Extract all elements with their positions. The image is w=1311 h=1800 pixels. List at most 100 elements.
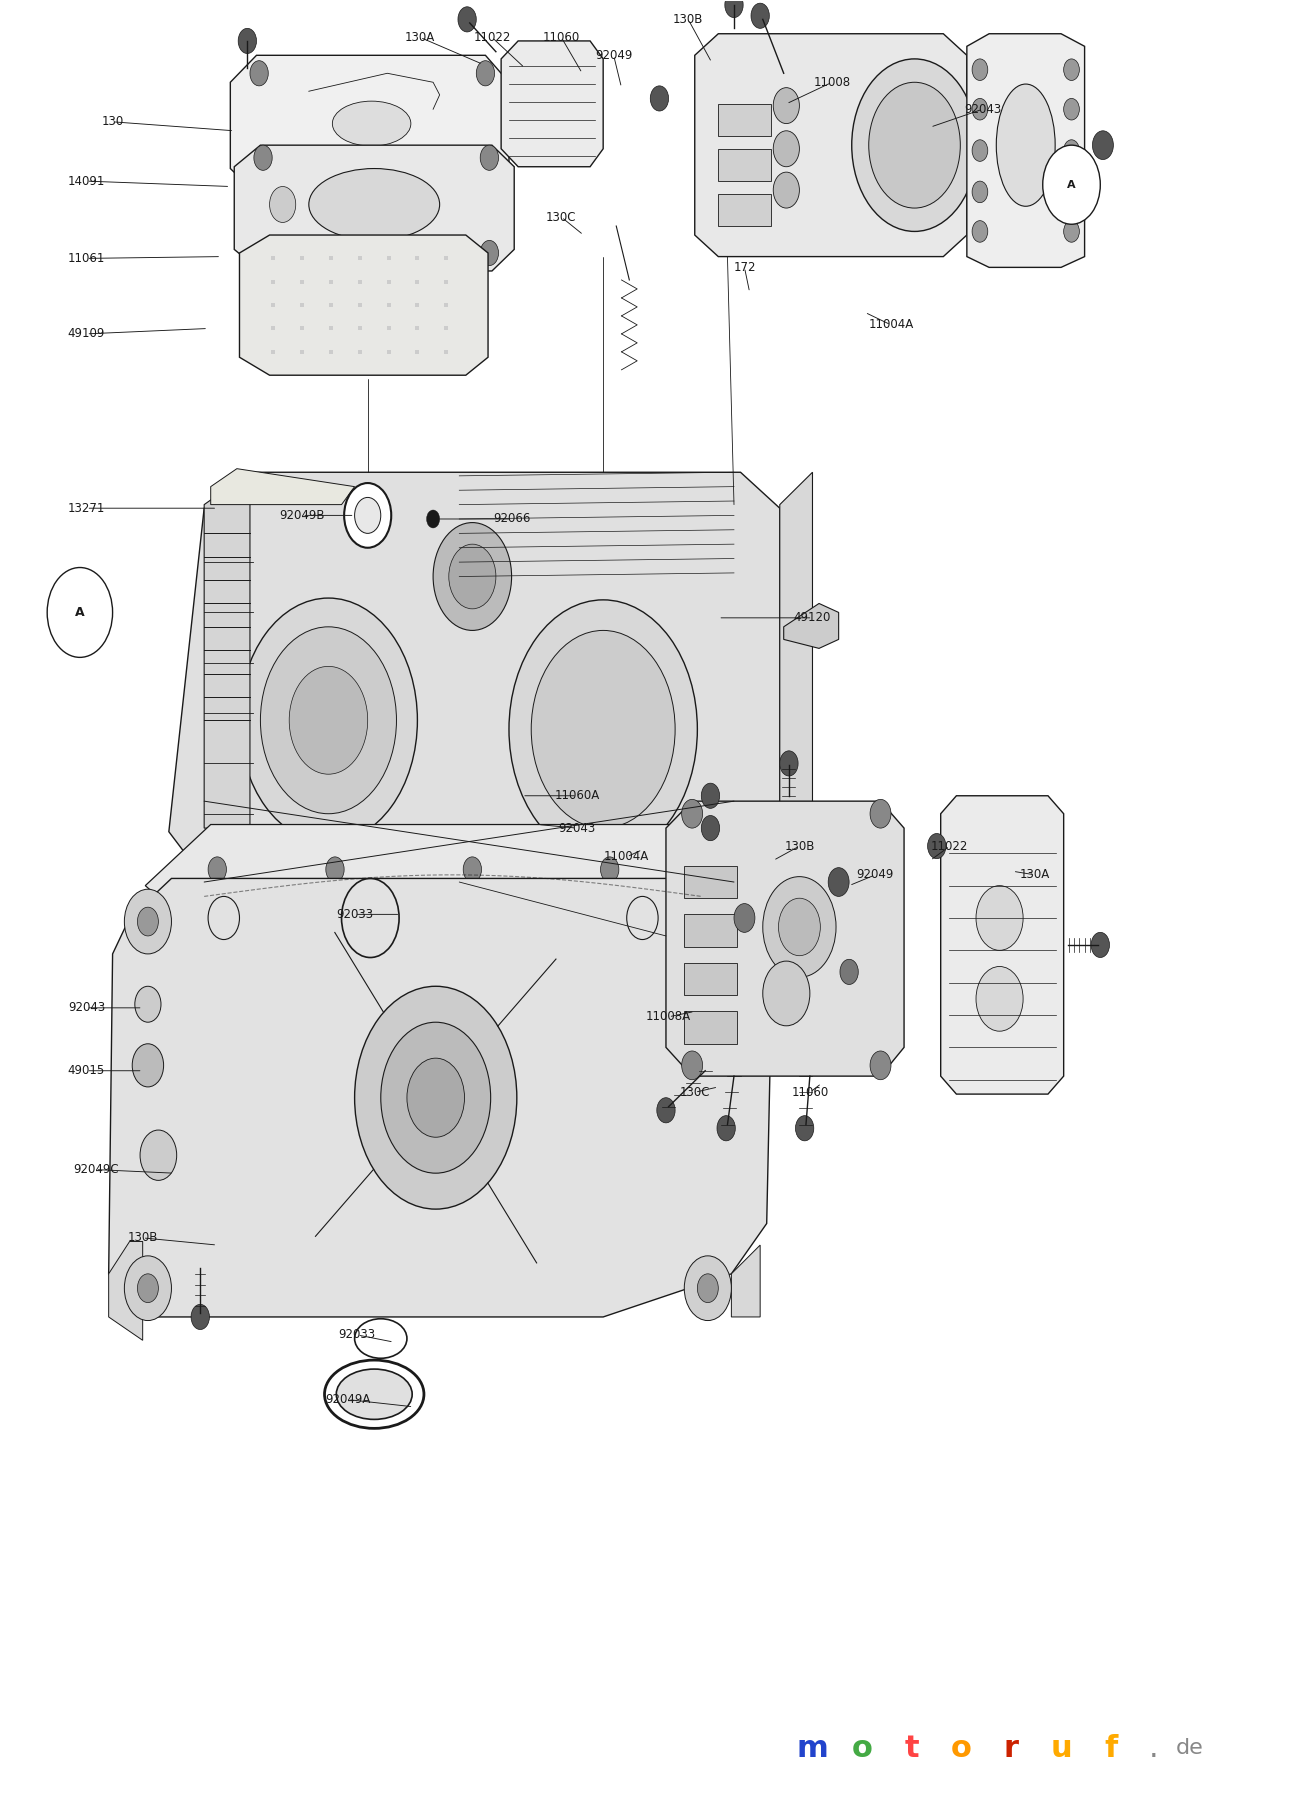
Circle shape	[725, 857, 743, 882]
Circle shape	[290, 666, 367, 774]
Polygon shape	[718, 104, 771, 137]
Circle shape	[380, 1022, 490, 1174]
Text: m: m	[797, 1733, 829, 1762]
Circle shape	[773, 88, 800, 124]
Circle shape	[261, 626, 396, 814]
Circle shape	[140, 1130, 177, 1181]
Polygon shape	[109, 878, 773, 1318]
Circle shape	[751, 4, 770, 29]
Text: 11022: 11022	[473, 31, 511, 43]
Text: 130B: 130B	[784, 839, 814, 853]
Text: o: o	[852, 1733, 873, 1762]
Polygon shape	[684, 1012, 737, 1044]
Circle shape	[871, 1051, 891, 1080]
Circle shape	[780, 751, 798, 776]
Circle shape	[725, 0, 743, 18]
Circle shape	[476, 155, 494, 180]
Text: 92043: 92043	[964, 103, 1002, 115]
Text: A: A	[75, 607, 85, 619]
Ellipse shape	[333, 101, 410, 146]
Circle shape	[135, 986, 161, 1022]
Text: 11060: 11060	[792, 1085, 829, 1098]
Text: 172: 172	[733, 261, 755, 274]
Circle shape	[840, 959, 859, 985]
Polygon shape	[684, 866, 737, 898]
Circle shape	[125, 889, 172, 954]
Circle shape	[1063, 99, 1079, 121]
Text: 92049B: 92049B	[279, 509, 325, 522]
Text: 11004A: 11004A	[868, 319, 914, 331]
Text: de: de	[1176, 1739, 1203, 1759]
Text: 11060A: 11060A	[555, 788, 599, 803]
Text: 92033: 92033	[336, 907, 374, 922]
Text: 130A: 130A	[1020, 868, 1050, 882]
Circle shape	[138, 907, 159, 936]
Circle shape	[1063, 59, 1079, 81]
Circle shape	[684, 1256, 732, 1321]
Polygon shape	[732, 1246, 760, 1318]
Circle shape	[480, 146, 498, 171]
Polygon shape	[666, 801, 905, 1076]
Circle shape	[191, 1305, 210, 1330]
Text: 130A: 130A	[405, 31, 435, 43]
Circle shape	[345, 482, 391, 547]
Text: o: o	[952, 1733, 971, 1762]
Circle shape	[1042, 146, 1100, 225]
Polygon shape	[780, 472, 813, 909]
Text: 92043: 92043	[558, 821, 595, 835]
Circle shape	[697, 1274, 718, 1303]
Polygon shape	[684, 914, 737, 947]
Circle shape	[326, 857, 345, 882]
Text: t: t	[905, 1733, 919, 1762]
Text: 49120: 49120	[793, 612, 831, 625]
Circle shape	[1063, 182, 1079, 203]
Text: 11061: 11061	[68, 252, 105, 265]
Circle shape	[829, 868, 850, 896]
Circle shape	[975, 967, 1023, 1031]
Circle shape	[682, 799, 703, 828]
Circle shape	[250, 61, 269, 86]
Polygon shape	[966, 34, 1084, 268]
Text: r: r	[1004, 1733, 1019, 1762]
Circle shape	[779, 898, 821, 956]
Circle shape	[869, 83, 961, 209]
Circle shape	[600, 857, 619, 882]
Circle shape	[239, 29, 257, 54]
Circle shape	[208, 857, 227, 882]
Circle shape	[763, 877, 836, 977]
Polygon shape	[718, 194, 771, 227]
Text: 92043: 92043	[68, 1001, 105, 1015]
Polygon shape	[718, 149, 771, 182]
Text: 11022: 11022	[931, 839, 969, 853]
Circle shape	[717, 1116, 735, 1141]
Circle shape	[270, 187, 296, 223]
Circle shape	[852, 59, 977, 232]
Text: 13271: 13271	[68, 502, 105, 515]
Circle shape	[433, 522, 511, 630]
Text: f: f	[1104, 1733, 1117, 1762]
Circle shape	[701, 815, 720, 841]
Circle shape	[773, 131, 800, 167]
Polygon shape	[695, 34, 966, 257]
Circle shape	[132, 1044, 164, 1087]
Circle shape	[697, 907, 718, 936]
Text: 92066: 92066	[493, 513, 530, 526]
Text: 49015: 49015	[68, 1064, 105, 1076]
Circle shape	[871, 799, 891, 828]
Circle shape	[1063, 221, 1079, 243]
Circle shape	[254, 146, 273, 171]
Text: 14091: 14091	[68, 175, 105, 187]
Circle shape	[763, 961, 810, 1026]
Text: 92049: 92049	[856, 868, 894, 882]
Circle shape	[476, 61, 494, 86]
Text: 130: 130	[101, 115, 123, 128]
Circle shape	[406, 1058, 464, 1138]
Circle shape	[971, 99, 987, 121]
Text: .: .	[1150, 1733, 1159, 1762]
Text: 11008A: 11008A	[646, 1010, 691, 1024]
Circle shape	[1091, 932, 1109, 958]
Text: 49109: 49109	[68, 328, 105, 340]
Text: 92049C: 92049C	[73, 1163, 118, 1175]
Circle shape	[354, 986, 517, 1210]
Circle shape	[458, 7, 476, 32]
